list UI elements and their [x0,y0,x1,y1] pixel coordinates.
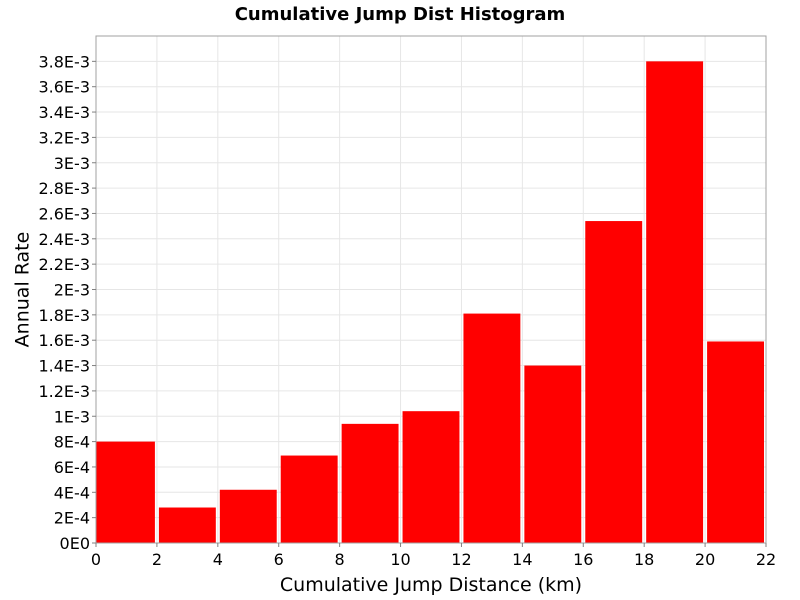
y-tick-label: 2.8E-3 [38,179,90,198]
y-tick-label: 2.2E-3 [38,255,90,274]
x-tick-label: 6 [274,550,284,569]
x-tick-label: 14 [512,550,532,569]
y-tick-label: 4E-4 [54,483,90,502]
y-tick-label: 8E-4 [54,433,90,452]
x-tick-label: 10 [390,550,410,569]
histogram-bar [219,489,277,543]
y-tick-label: 3E-3 [54,154,90,173]
x-tick-label: 2 [152,550,162,569]
y-tick-label: 1.6E-3 [38,331,90,350]
histogram-bar [341,423,399,543]
y-tick-label: 3.4E-3 [38,103,90,122]
x-axis-label: Cumulative Jump Distance (km) [280,574,582,596]
histogram-bar [585,221,643,543]
histogram-bar [158,507,216,543]
y-tick-label: 3.2E-3 [38,128,90,147]
y-axis-ticks: 0E0 2E-4 4E-4 6E-4 8E-4 1E-3 1.2E-3 1.4E-3 1.6E-… [38,52,96,553]
y-tick-label: 6E-4 [54,458,90,477]
y-tick-label: 3.6E-3 [38,78,90,97]
y-tick-label: 3.8E-3 [38,52,90,71]
x-tick-label: 0 [91,550,101,569]
x-tick-label: 18 [634,550,654,569]
histogram-bar [96,441,155,543]
x-tick-label: 20 [695,550,715,569]
histogram-bar [707,341,764,543]
x-tick-label: 16 [573,550,593,569]
histogram-bar [463,313,521,543]
x-tick-label: 12 [451,550,471,569]
histogram-bar [524,365,582,543]
y-tick-label: 1.4E-3 [38,357,90,376]
y-tick-label: 2E-3 [54,281,90,300]
y-tick-label: 2.4E-3 [38,230,90,249]
x-tick-label: 8 [335,550,345,569]
y-tick-label: 2.6E-3 [38,204,90,223]
y-tick-label: 0E0 [60,534,90,553]
bars [96,61,764,543]
chart-title: Cumulative Jump Dist Histogram [235,4,566,25]
x-tick-label: 4 [213,550,223,569]
y-tick-label: 1.2E-3 [38,382,90,401]
y-tick-label: 1E-3 [54,407,90,426]
x-axis-ticks: 0 2 4 6 8 10 12 14 16 18 20 22 [91,543,776,569]
y-axis-label: Annual Rate [12,232,34,348]
histogram-bar [402,411,460,543]
y-tick-label: 1.8E-3 [38,306,90,325]
x-tick-label: 22 [756,550,776,569]
histogram-bar [646,61,704,543]
histogram-bar [280,455,338,543]
y-tick-label: 2E-4 [54,509,90,528]
